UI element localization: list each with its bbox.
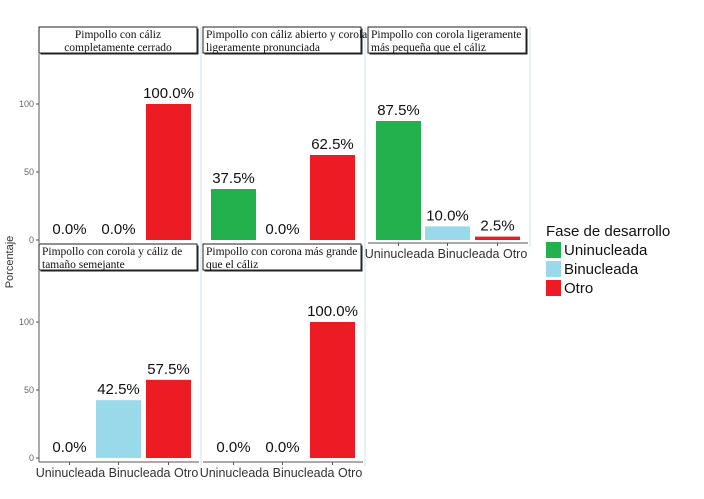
strip-title-line: que el cáliz <box>206 259 258 271</box>
strip-title-line: tamaño semejante <box>42 259 125 271</box>
legend-title: Fase de desarrollo <box>546 223 670 240</box>
bar <box>475 236 520 240</box>
y-axis-title: Porcentaje <box>4 236 16 289</box>
bar <box>146 379 191 458</box>
bar <box>310 155 355 240</box>
data-label: 37.5% <box>212 170 255 187</box>
y-tick-label: 0 <box>29 453 34 463</box>
x-tick-label: Otro <box>171 466 199 480</box>
bar <box>376 121 421 240</box>
data-label: 100.0% <box>143 85 194 102</box>
strip-box <box>202 26 362 54</box>
data-label: 100.0% <box>307 303 358 320</box>
data-label: 0.0% <box>52 221 86 238</box>
data-label: 62.5% <box>311 136 354 153</box>
x-tick-label: Otro <box>500 247 528 261</box>
strip-title-line: Pimpollo con cáliz abierto y corola <box>206 29 367 41</box>
legend-swatch <box>546 261 561 277</box>
y-tick-label: 50 <box>24 167 34 177</box>
data-label: 57.5% <box>147 361 190 378</box>
data-label: 0.0% <box>101 221 135 238</box>
strip-box <box>38 243 198 271</box>
x-tick-label: Binucleada <box>105 466 170 480</box>
strip-title-line: Pimpollo con corola y cáliz de <box>42 246 182 258</box>
legend-swatch <box>546 280 561 296</box>
bar <box>425 226 470 240</box>
y-tick-label: 100 <box>19 317 34 327</box>
bar <box>96 400 141 458</box>
bar <box>211 189 256 240</box>
strip-title-line: Pimpollo con corona más grande <box>206 246 357 258</box>
bar <box>146 104 191 240</box>
data-label: 10.0% <box>426 207 469 224</box>
strip-title-line: más pequeña que el cáliz <box>371 42 486 54</box>
x-tick-label: Binucleada <box>269 466 334 480</box>
legend-label: Uninucleada <box>564 242 648 259</box>
data-label: 0.0% <box>265 221 299 238</box>
data-label: 42.5% <box>97 381 140 398</box>
strip-title-line: ligeramente pronunciada <box>206 42 320 54</box>
facet-panel: Pimpollo con cáliz abierto y corolaliger… <box>202 26 367 247</box>
x-tick-label: Otro <box>335 466 363 480</box>
legend-label: Otro <box>564 280 593 297</box>
data-label: 0.0% <box>216 439 250 456</box>
strip-title-line: Pimpollo con corola ligeramente <box>371 29 521 41</box>
strip-box <box>38 26 198 54</box>
legend-swatch <box>546 242 561 258</box>
x-tick-labels: Uninucleada Binucleada Otro <box>200 466 363 480</box>
y-tick-label: 0 <box>29 235 34 245</box>
strip-title-line: Pimpollo con cáliz <box>75 29 161 41</box>
strip-box <box>202 243 362 271</box>
data-label: 0.0% <box>52 439 86 456</box>
x-tick-labels: Uninucleada Binucleada Otro <box>365 247 528 261</box>
strip-box <box>367 26 527 54</box>
legend-label: Binucleada <box>564 261 639 278</box>
x-tick-label: Uninucleada <box>365 247 435 261</box>
data-label: 0.0% <box>265 439 299 456</box>
x-tick-label: Uninucleada <box>200 466 270 480</box>
x-tick-labels: Uninucleada Binucleada Otro <box>36 466 199 480</box>
strip-title-line: completamente cerrado <box>64 42 172 54</box>
y-tick-label: 100 <box>19 99 34 109</box>
x-tick-label: Binucleada <box>434 247 499 261</box>
x-tick-label: Uninucleada <box>36 466 106 480</box>
legend: Fase de desarrollo Uninucleada Binucleada… <box>546 223 670 297</box>
data-label: 87.5% <box>377 102 420 119</box>
data-label: 2.5% <box>480 218 514 235</box>
y-tick-label: 50 <box>24 385 34 395</box>
bar <box>310 322 355 458</box>
